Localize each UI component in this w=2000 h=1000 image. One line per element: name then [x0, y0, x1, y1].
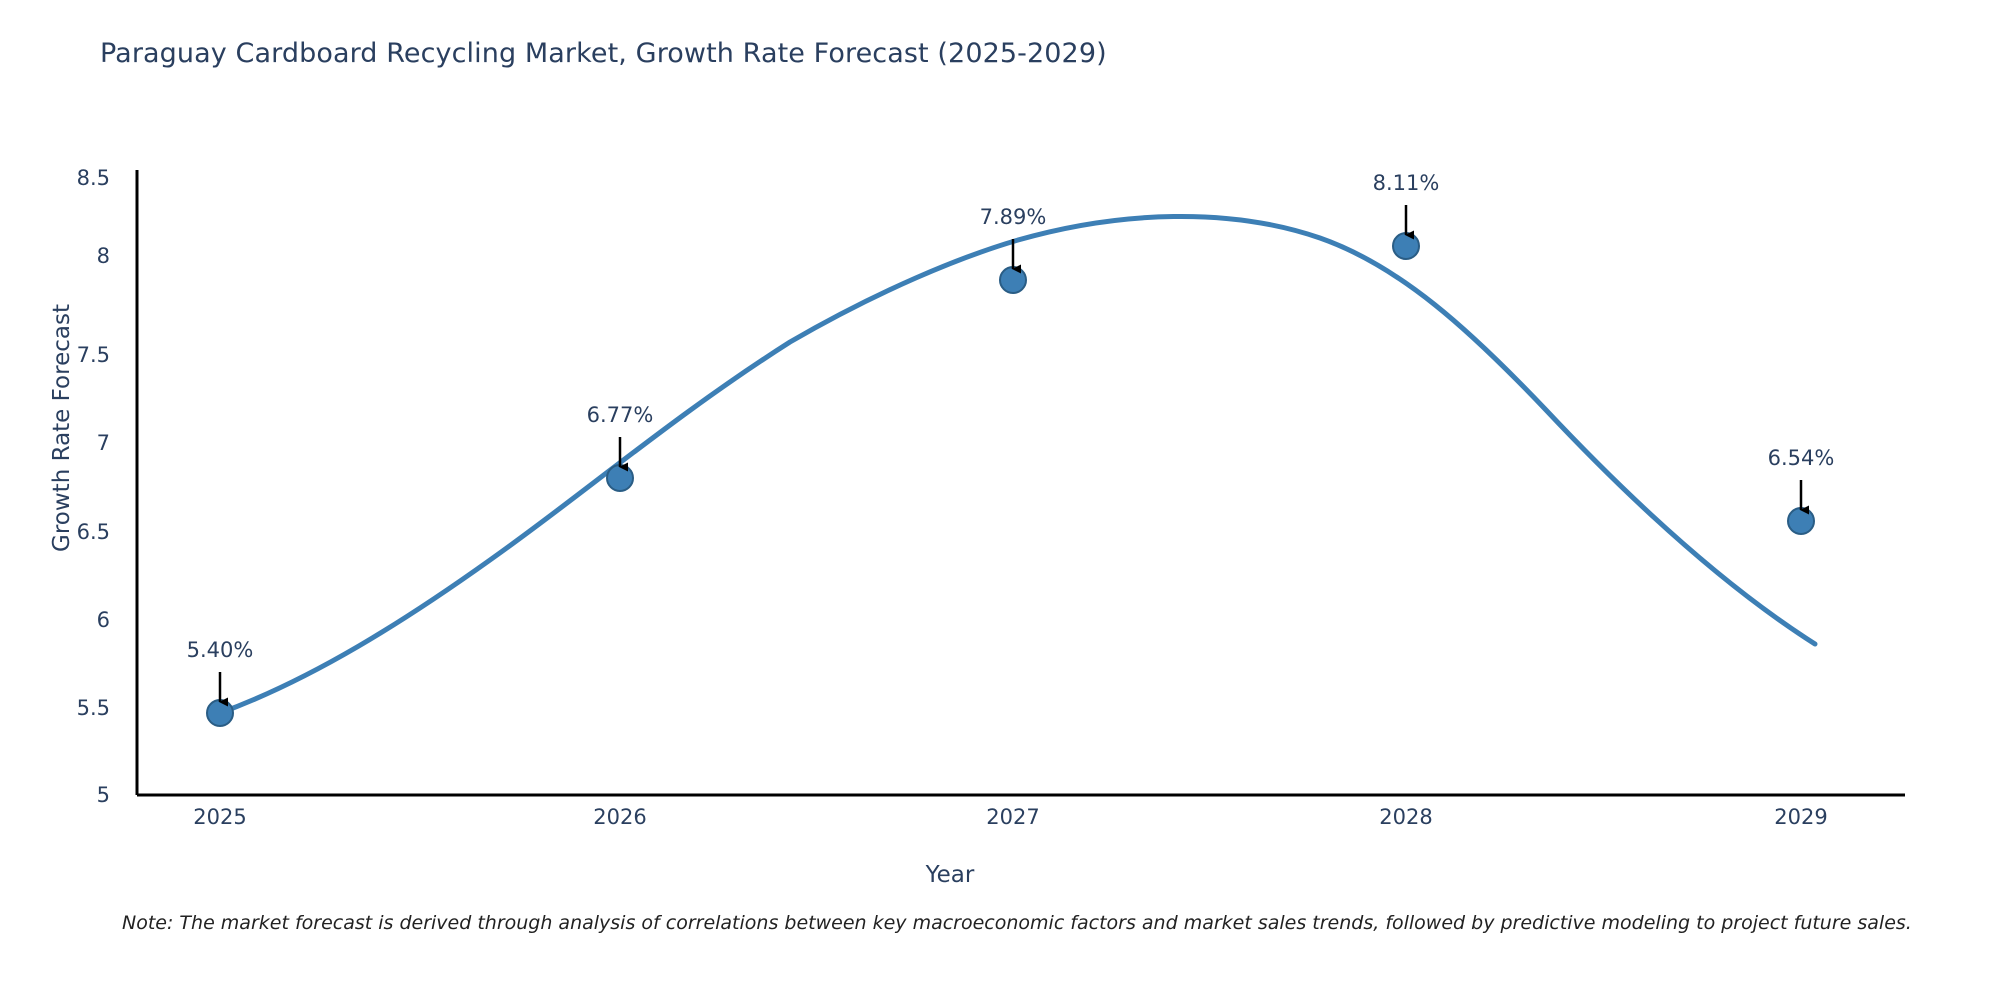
chart-footnote: Note: The market forecast is derived thr… — [122, 912, 1912, 934]
data-point-marker — [606, 464, 634, 492]
data-point-label: 8.11% — [1372, 171, 1440, 195]
y-tick-label: 6.5 — [76, 520, 110, 544]
x-tick-label: 2025 — [193, 805, 247, 829]
y-tick-label: 8 — [96, 244, 110, 268]
data-point-label: 5.40% — [186, 638, 254, 662]
data-series-line — [217, 214, 1818, 716]
x-axis-title: Year — [925, 862, 975, 888]
y-tick-label: 7 — [96, 431, 110, 455]
chart-title: Paraguay Cardboard Recycling Market, Gro… — [100, 38, 1107, 69]
data-point-label: 6.54% — [1767, 446, 1835, 470]
data-point-label: 7.89% — [979, 205, 1047, 229]
data-point-marker — [1787, 507, 1815, 535]
data-point-marker — [1392, 232, 1420, 260]
x-tick-label: 2026 — [593, 805, 647, 829]
data-point-marker — [206, 699, 234, 727]
y-tick-label: 5.5 — [76, 696, 110, 720]
y-tick-label: 8.5 — [76, 166, 110, 190]
data-point-marker — [999, 266, 1027, 294]
y-tick-label: 6 — [96, 608, 110, 632]
x-tick-label: 2027 — [986, 805, 1040, 829]
y-tick-label: 5 — [96, 783, 110, 807]
x-tick-label: 2028 — [1379, 805, 1433, 829]
y-tick-label: 7.5 — [76, 343, 110, 367]
data-point-label: 6.77% — [586, 403, 654, 427]
x-tick-label: 2029 — [1774, 805, 1828, 829]
y-axis-ticks: 8.5 8 7.5 7 6.5 6 5.5 5 — [0, 0, 110, 1000]
